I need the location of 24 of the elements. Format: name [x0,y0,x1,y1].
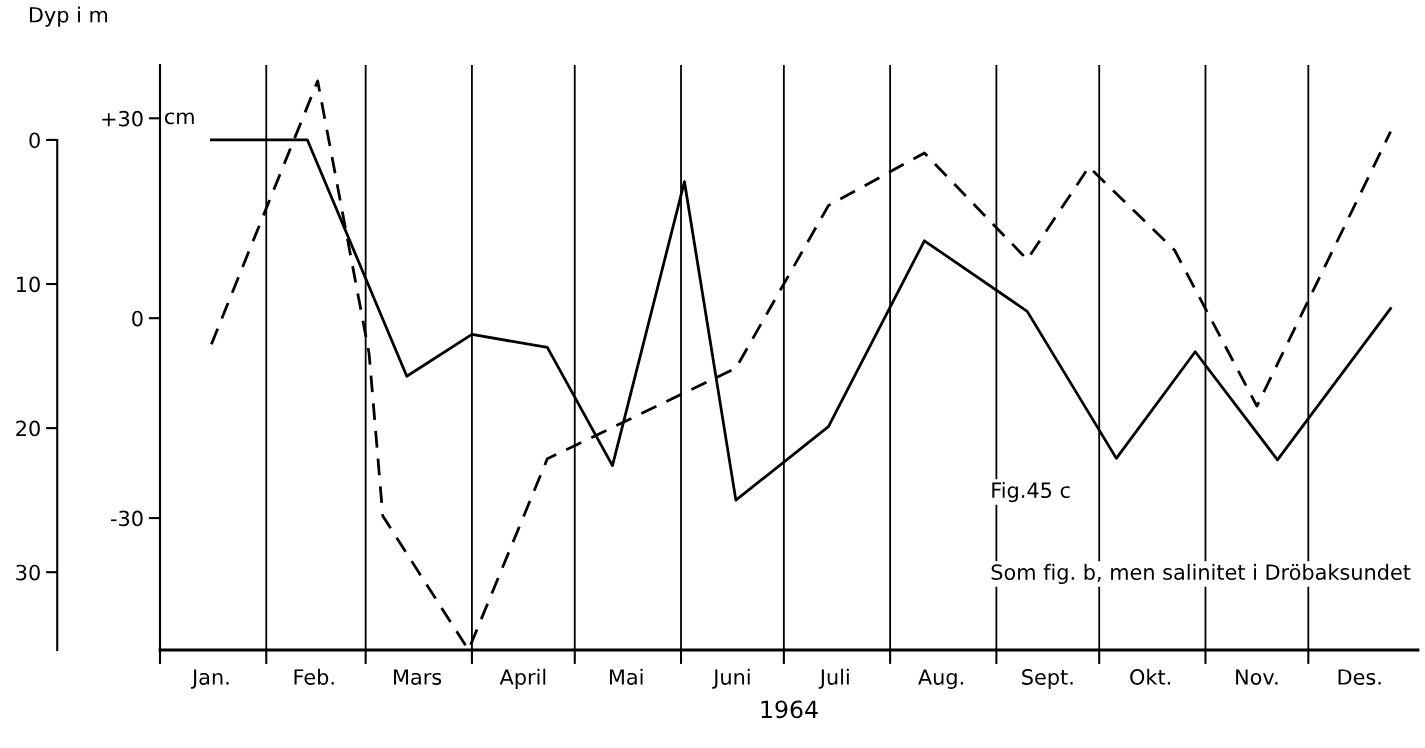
y-tick-label: 0 [29,132,40,149]
x-axis-title: 1964 [761,700,818,719]
x-tick-label: Juli [818,668,849,689]
annotation: Fig.45 c [992,481,1070,503]
y2-tick-label: +30 [102,110,143,127]
y2-axis-title: cm [164,112,194,125]
x-tick-label: Jan. [190,669,229,689]
y-tick-label: 20 [16,420,40,437]
x-tick-label: Des. [1338,669,1381,685]
x-tick-label: Mars [394,669,442,685]
y-tick-label: 30 [16,564,40,581]
x-tick-label: Juni [712,668,750,689]
y2-tick-label: 0 [132,310,143,327]
y2-tick-label: -30 [111,510,143,527]
y-tick-label: 10 [17,276,40,293]
annotation: Som fig. b, men salinitet i Dröbaksundet [991,563,1411,585]
x-tick-label: Mai [609,668,643,685]
x-tick-label: Sept. [1022,669,1073,689]
x-tick-label: Aug. [918,669,963,689]
x-tick-label: April [499,668,546,689]
x-tick-label: Nov. [1236,669,1278,685]
y-axis-title: Dyp i m [29,6,108,27]
x-tick-label: Okt. [1130,668,1171,685]
x-tick-label: Feb. [294,668,334,685]
